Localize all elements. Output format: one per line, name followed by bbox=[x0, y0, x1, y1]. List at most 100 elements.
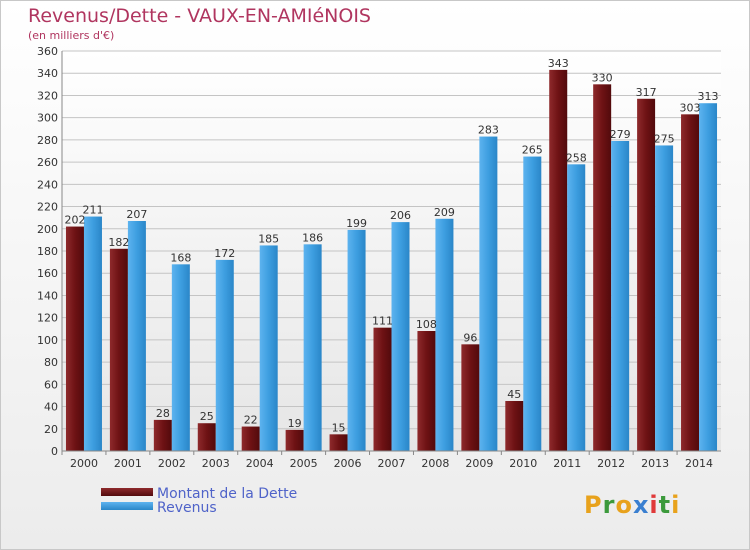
bar-revenus bbox=[611, 141, 630, 451]
data-label-revenus: 199 bbox=[346, 217, 367, 230]
x-tick-label: 2007 bbox=[378, 457, 406, 470]
bar-revenus bbox=[127, 221, 146, 451]
y-tick-label: 140 bbox=[37, 289, 58, 302]
data-label-dette: 303 bbox=[680, 101, 701, 114]
bar-dette bbox=[417, 331, 436, 451]
bar-dette bbox=[285, 429, 304, 451]
chart-title: Revenus/Dette - VAUX-EN-AMIéNOIS bbox=[28, 5, 371, 27]
data-label-revenus: 185 bbox=[258, 232, 279, 245]
y-tick-label: 260 bbox=[37, 156, 58, 169]
axes: 0 20 40 60 80 100 120 140 160 180 200 220 240 260 280 3… bbox=[37, 45, 721, 470]
y-tick-label: 20 bbox=[44, 423, 58, 436]
data-label-revenus: 168 bbox=[170, 251, 191, 264]
bar-revenus bbox=[567, 164, 586, 452]
x-tick-label: 2008 bbox=[421, 457, 449, 470]
logo-letter: o bbox=[615, 491, 633, 519]
x-tick-label: 2004 bbox=[246, 457, 274, 470]
bar-revenus bbox=[699, 103, 718, 451]
data-label-dette: 45 bbox=[507, 388, 521, 401]
x-tick-label: 2001 bbox=[114, 457, 142, 470]
x-tick-label: 2014 bbox=[685, 457, 713, 470]
y-tick-label: 180 bbox=[37, 245, 58, 258]
data-label-revenus: 279 bbox=[610, 128, 631, 141]
x-tick-label: 2006 bbox=[334, 457, 362, 470]
y-tick-label: 80 bbox=[44, 356, 58, 369]
bar-dette bbox=[65, 226, 84, 451]
y-tick-label: 300 bbox=[37, 112, 58, 125]
y-tick-label: 280 bbox=[37, 134, 58, 147]
data-label-revenus: 172 bbox=[214, 247, 235, 260]
bar-dette bbox=[593, 84, 612, 451]
proxiti-logo: Proxiti bbox=[584, 491, 680, 519]
legend-label-dette: Montant de la Dette bbox=[157, 486, 298, 502]
chart-subtitle: (en milliers d'€) bbox=[28, 29, 115, 42]
y-tick-label: 160 bbox=[37, 267, 58, 280]
bar-dette bbox=[197, 423, 216, 451]
bar-revenus bbox=[347, 229, 366, 451]
data-label-dette: 108 bbox=[416, 318, 437, 331]
bar-revenus bbox=[391, 222, 410, 451]
data-label-dette: 182 bbox=[108, 236, 129, 249]
bar-dette bbox=[681, 114, 700, 451]
bar-dette bbox=[373, 327, 392, 451]
data-label-dette: 330 bbox=[592, 71, 613, 84]
bar-revenus bbox=[215, 259, 234, 451]
y-tick-label: 320 bbox=[37, 89, 58, 102]
bar-dette bbox=[329, 434, 348, 451]
x-tick-label: 2009 bbox=[465, 457, 493, 470]
y-tick-label: 120 bbox=[37, 312, 58, 325]
logo-letter: i bbox=[649, 491, 659, 519]
bar-revenus bbox=[259, 245, 278, 451]
y-tick-label: 60 bbox=[44, 378, 58, 391]
x-tick-label: 2003 bbox=[202, 457, 230, 470]
x-tick-label: 2013 bbox=[641, 457, 669, 470]
data-label-dette: 111 bbox=[372, 315, 393, 328]
data-label-dette: 28 bbox=[156, 407, 170, 420]
y-tick-label: 100 bbox=[37, 334, 58, 347]
bar-revenus bbox=[83, 216, 102, 451]
data-label-dette: 202 bbox=[64, 214, 85, 227]
x-tick-label: 2011 bbox=[553, 457, 581, 470]
data-label-revenus: 258 bbox=[566, 151, 587, 164]
bar-revenus bbox=[479, 136, 498, 452]
data-label-dette: 25 bbox=[200, 410, 214, 423]
legend-swatch-revenus bbox=[101, 502, 153, 510]
data-label-revenus: 313 bbox=[698, 90, 719, 103]
bar-revenus bbox=[303, 244, 322, 451]
y-tick-label: 0 bbox=[51, 445, 58, 458]
y-tick-label: 360 bbox=[37, 45, 58, 58]
data-label-revenus: 209 bbox=[434, 206, 455, 219]
logo-letter: P bbox=[584, 491, 603, 519]
y-tick-label: 340 bbox=[37, 67, 58, 80]
logo-letter: i bbox=[671, 491, 681, 519]
data-label-revenus: 265 bbox=[522, 144, 543, 157]
bar-dette bbox=[241, 426, 260, 451]
legend-label-revenus: Revenus bbox=[157, 500, 217, 516]
data-label-dette: 317 bbox=[636, 86, 657, 99]
bar-revenus bbox=[523, 156, 542, 452]
bar-revenus bbox=[655, 145, 674, 451]
y-tick-label: 40 bbox=[44, 401, 58, 414]
data-label-dette: 22 bbox=[244, 414, 258, 427]
data-label-dette: 96 bbox=[463, 331, 477, 344]
bar-dette bbox=[549, 69, 568, 451]
data-label-dette: 19 bbox=[288, 417, 302, 430]
bar-revenus bbox=[171, 264, 190, 451]
data-label-revenus: 211 bbox=[82, 204, 103, 217]
data-label-revenus: 275 bbox=[654, 132, 675, 145]
bar-dette bbox=[505, 401, 524, 451]
bar-dette bbox=[153, 419, 172, 451]
bar-dette bbox=[637, 98, 656, 452]
x-tick-label: 2002 bbox=[158, 457, 186, 470]
logo-letter: x bbox=[632, 491, 650, 519]
data-label-dette: 15 bbox=[332, 421, 346, 434]
data-label-revenus: 186 bbox=[302, 231, 323, 244]
y-tick-label: 220 bbox=[37, 201, 58, 214]
data-label-dette: 343 bbox=[548, 57, 569, 70]
bars bbox=[65, 69, 718, 452]
x-tick-label: 2005 bbox=[290, 457, 318, 470]
x-tick-label: 2010 bbox=[509, 457, 537, 470]
